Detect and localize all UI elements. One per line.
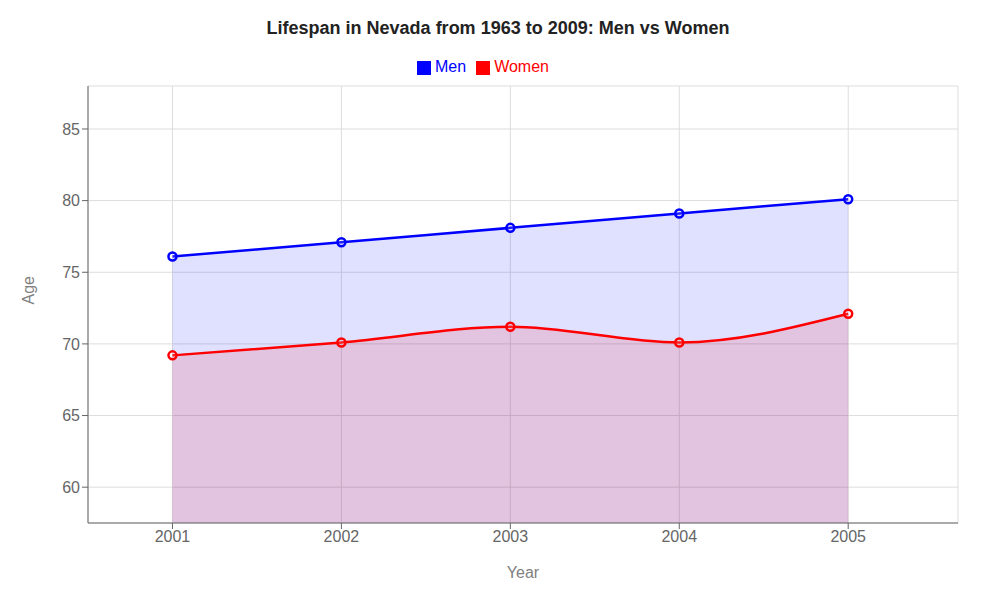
svg-text:Age: Age: [20, 276, 37, 305]
svg-text:70: 70: [62, 336, 80, 353]
html-text:Women: Women: [494, 58, 549, 75]
svg-text:85: 85: [62, 121, 80, 138]
svg-text:2002: 2002: [324, 528, 360, 545]
svg-text:75: 75: [62, 264, 80, 281]
svg-text:2003: 2003: [493, 528, 529, 545]
svg-text:Year: Year: [507, 564, 540, 581]
svg-text:60: 60: [62, 479, 80, 496]
svg-text:2005: 2005: [830, 528, 866, 545]
html-text:Men: Men: [435, 58, 467, 75]
html-text:Lifespan in Nevada from 1963 t: Lifespan in Nevada from 1963 to 2009: Me…: [266, 18, 730, 38]
svg-text:65: 65: [62, 407, 80, 424]
svg-text:2004: 2004: [661, 528, 697, 545]
svg-text:2001: 2001: [155, 528, 191, 545]
svg-text:80: 80: [62, 192, 80, 209]
